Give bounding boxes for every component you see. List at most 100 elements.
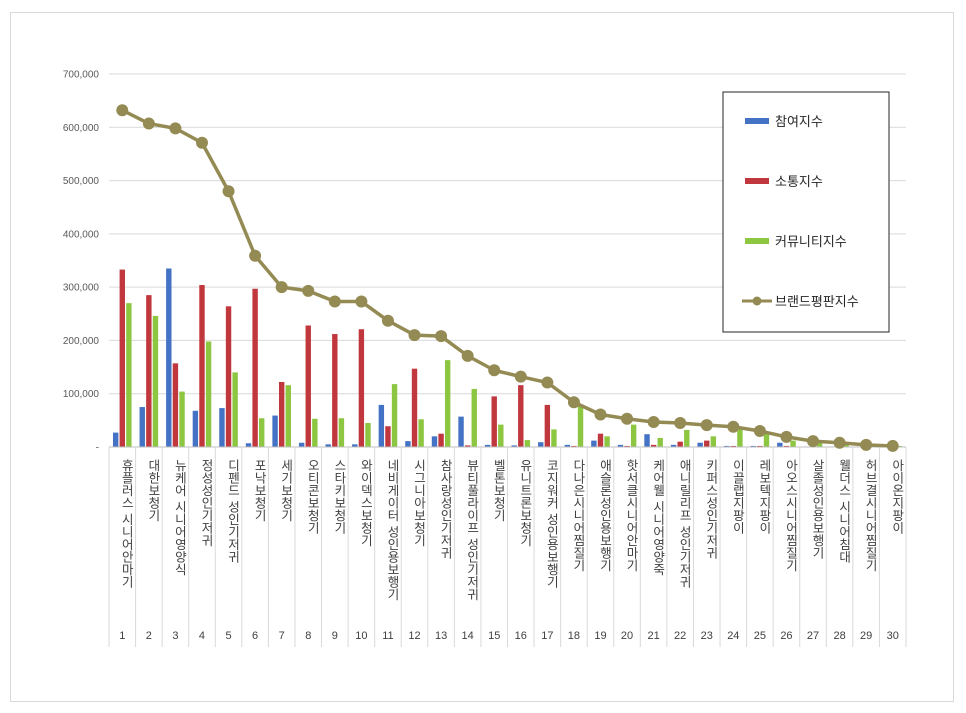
category-rank: 5	[225, 630, 231, 642]
category-label: 참사랑성인기저귀	[438, 459, 453, 559]
bar-참여지수	[192, 410, 199, 447]
bar-커뮤니티지수	[710, 436, 717, 447]
legend-box	[722, 91, 890, 333]
bar-커뮤니티지수	[338, 418, 345, 447]
line-marker	[381, 314, 394, 327]
bar-참여지수	[458, 416, 464, 447]
bar-소통지수	[571, 445, 577, 447]
category-rank: 15	[488, 630, 500, 642]
legend-marker	[752, 296, 762, 306]
bar-소통지수	[518, 385, 524, 447]
bar-소통지수	[677, 441, 683, 447]
line-marker	[222, 185, 235, 198]
bar-커뮤니티지수	[232, 372, 238, 447]
bar-참여지수	[139, 407, 145, 447]
bar-참여지수	[591, 440, 597, 447]
category-rank: 28	[833, 630, 845, 642]
category-rank: 10	[355, 630, 367, 642]
bar-소통지수	[650, 444, 657, 447]
line-marker	[674, 417, 687, 430]
chart-frame: - 100,000 200,000 300,000 400,000 500,000 600,…	[10, 12, 954, 702]
line-marker	[594, 408, 607, 421]
bar-소통지수	[305, 325, 311, 447]
bar-소통지수	[358, 329, 365, 447]
category-rank: 26	[780, 630, 792, 642]
bar-참여지수	[352, 444, 358, 447]
bar-참여지수	[724, 445, 730, 447]
category-label: 뷰티풀라이프 성인기저귀	[465, 459, 480, 600]
legend-swatch-참여지수	[745, 118, 769, 124]
bar-소통지수	[385, 426, 391, 447]
line-marker	[541, 376, 554, 389]
category-rank: 18	[568, 630, 580, 642]
bar-커뮤니티지수	[684, 429, 690, 447]
category-label: 네비게이터 성인용보행기	[385, 459, 400, 600]
bar-커뮤니티지수	[551, 429, 557, 447]
category-rank: 22	[674, 630, 686, 642]
category-rank: 9	[332, 630, 338, 642]
legend-swatch-커뮤니티지수	[745, 238, 769, 244]
category-rank: 3	[172, 630, 178, 642]
bars	[112, 268, 903, 447]
y-tick-label: 700,000	[63, 70, 100, 81]
legend-label-커뮤니티지수: 커뮤니티지수	[775, 235, 847, 250]
category-label: 아이온지팡이	[890, 459, 905, 534]
category-rank: 16	[515, 630, 527, 642]
bar-참여지수	[644, 434, 650, 447]
category-label: 벨톤보청기	[491, 459, 506, 522]
bar-참여지수	[298, 442, 305, 447]
line-marker	[700, 419, 713, 432]
bar-소통지수	[119, 269, 125, 447]
bar-커뮤니티지수	[391, 384, 398, 447]
line-marker	[514, 370, 527, 383]
bar-소통지수	[544, 404, 551, 447]
category-label: 뉴케어 시니어영양식	[172, 459, 187, 575]
line-marker	[780, 430, 793, 443]
bar-참여지수	[484, 444, 491, 447]
line-marker	[727, 420, 740, 433]
bar-커뮤니티지수	[285, 385, 291, 447]
category-rank: 7	[279, 630, 285, 642]
bar-커뮤니티지수	[896, 445, 903, 447]
bar-커뮤니티지수	[312, 418, 318, 447]
line-marker	[328, 295, 341, 308]
line-marker	[355, 295, 368, 308]
category-rank: 29	[860, 630, 872, 642]
bar-소통지수	[704, 440, 710, 447]
category-rank: 30	[887, 630, 899, 642]
line-marker	[753, 425, 766, 438]
bar-참여지수	[112, 432, 119, 447]
line-marker	[860, 438, 873, 451]
line-marker	[461, 349, 474, 362]
bar-참여지수	[166, 268, 172, 447]
bar-소통지수	[252, 288, 258, 447]
bar-커뮤니티지수	[205, 341, 212, 447]
grid-lines	[109, 73, 906, 395]
y-tick-label: 200,000	[63, 336, 100, 347]
line-marker	[807, 435, 820, 448]
y-tick-label: 600,000	[63, 123, 100, 134]
bar-참여지수	[245, 443, 252, 447]
bar-커뮤니티지수	[657, 437, 663, 447]
bar-참여지수	[405, 441, 411, 447]
bar-소통지수	[783, 445, 790, 447]
line-marker	[833, 436, 846, 449]
line-marker	[435, 330, 448, 343]
line-marker	[621, 412, 634, 425]
bar-소통지수	[225, 306, 232, 447]
category-rank: 24	[727, 630, 739, 642]
category-rank: 13	[435, 630, 447, 642]
line-marker	[275, 281, 288, 294]
category-label: 대한보청기	[146, 459, 161, 522]
bar-커뮤니티지수	[471, 388, 477, 447]
category-rank: 6	[252, 630, 258, 642]
y-tick-label: -	[96, 443, 99, 454]
bar-커뮤니티지수	[444, 360, 451, 447]
category-label: 디펜드 성인기저귀	[226, 459, 241, 563]
category-label: 코지워커 성인용보행기	[544, 459, 559, 588]
category-rank: 19	[594, 630, 606, 642]
bar-참여지수	[564, 444, 571, 447]
category-label: 허브결시니어찜질기	[863, 459, 878, 572]
bar-커뮤니티지수	[126, 303, 132, 447]
bar-소통지수	[730, 445, 737, 447]
